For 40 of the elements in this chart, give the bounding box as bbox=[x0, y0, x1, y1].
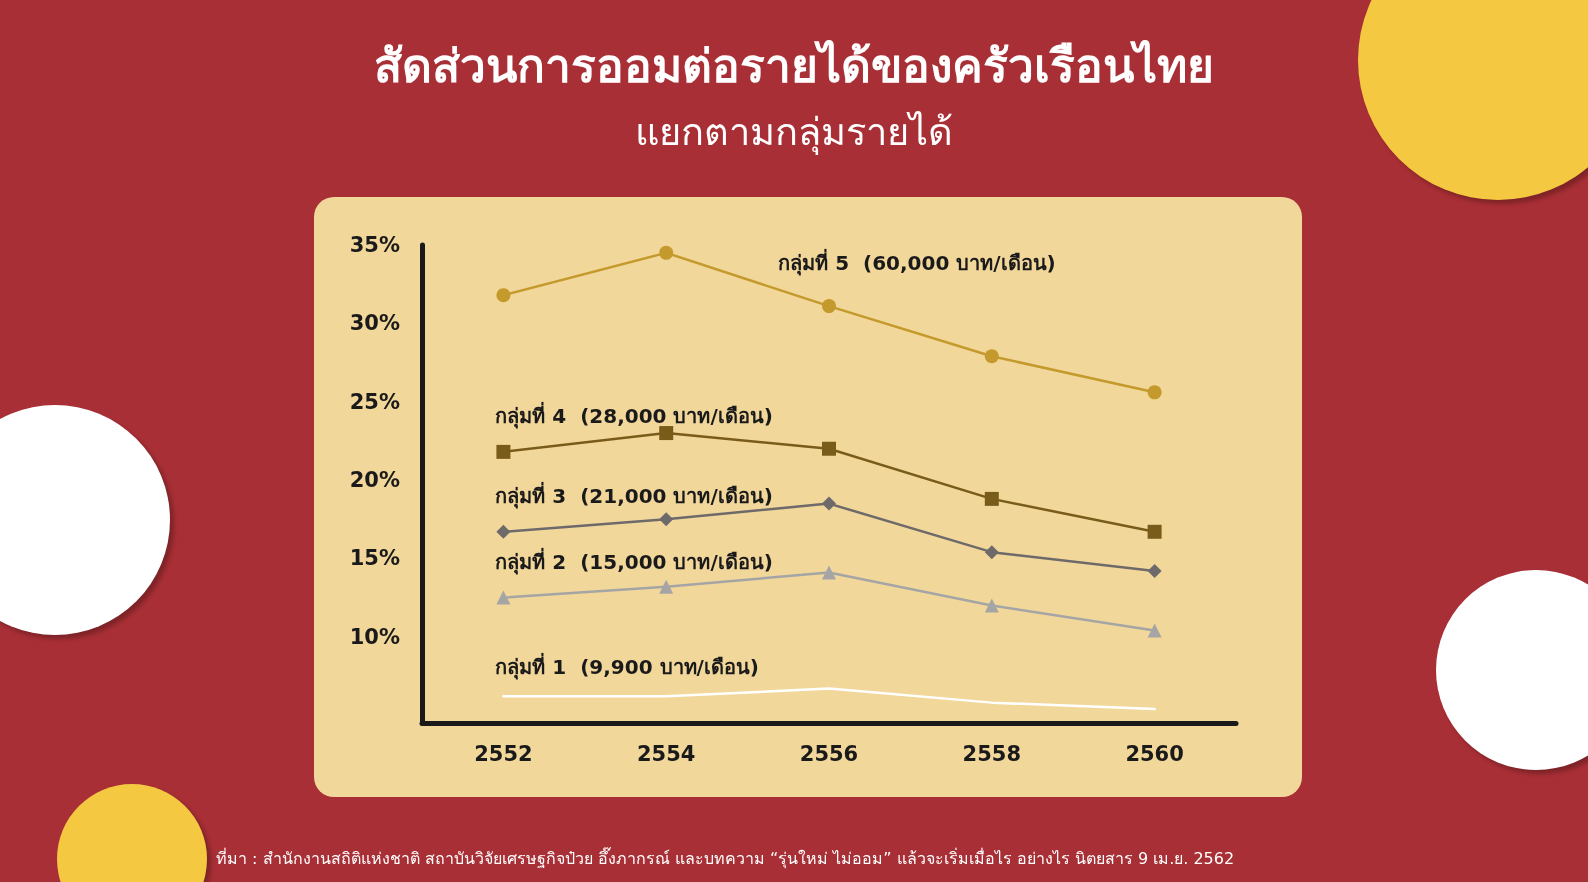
chart-title: สัดส่วนการออมต่อรายได้ของครัวเรือนไทย bbox=[374, 39, 1214, 93]
point bbox=[496, 444, 511, 459]
point bbox=[822, 441, 836, 456]
text: ที่มา : สำนักงานสถิติแห่งชาติ สถาบันวิจัยเศรษฐกิจป๋วย อึ๊งภากรณ์ และบทความ “รุ่นใหม่ ไม่ออม” แล้วจะเริ่มเมื่อไร อย่างไร นิตยสาร 9 เม.ย. 2562 bbox=[216, 846, 1235, 871]
series-label: กลุ่มที่ 1 (9,900 บาท/เดือน) bbox=[495, 652, 760, 681]
point bbox=[984, 598, 999, 613]
point bbox=[984, 349, 999, 364]
point bbox=[659, 426, 674, 441]
point bbox=[822, 299, 836, 314]
point bbox=[659, 579, 674, 594]
series-label: กลุ่มที่ 2 (15,000 บาท/เดือน) bbox=[495, 546, 773, 575]
point bbox=[1147, 385, 1162, 400]
y-tick-label: 10% bbox=[349, 624, 400, 649]
point bbox=[659, 245, 674, 260]
series-label: กลุ่มที่ 4 (28,000 บาท/เดือน) bbox=[495, 400, 773, 429]
x-tick-label: 2560 bbox=[1125, 741, 1184, 766]
line-series bbox=[502, 687, 1156, 711]
chart-subtitle: แยกตามกลุ่มรายได้ bbox=[635, 110, 953, 155]
point bbox=[1147, 563, 1162, 578]
point bbox=[496, 590, 511, 605]
series-label: กลุ่มที่ 5 (60,000 บาท/เดือน) bbox=[778, 247, 1056, 276]
point bbox=[984, 545, 999, 560]
point bbox=[1147, 623, 1162, 638]
point bbox=[822, 565, 836, 580]
x-tick-label: 2556 bbox=[799, 741, 859, 766]
y-tick-label: 25% bbox=[349, 389, 400, 414]
point bbox=[496, 288, 511, 303]
y-tick-label: 20% bbox=[349, 468, 400, 493]
point bbox=[496, 524, 511, 539]
x-tick-label: 2558 bbox=[962, 741, 1022, 766]
y-tick-label: 35% bbox=[349, 233, 400, 257]
y-tick-label: 15% bbox=[349, 546, 400, 571]
point bbox=[984, 491, 999, 506]
series-label: กลุ่มที่ 3 (21,000 บาท/เดือน) bbox=[495, 480, 773, 509]
point bbox=[1147, 524, 1162, 539]
point bbox=[822, 496, 836, 511]
point bbox=[659, 512, 674, 527]
y-tick-label: 30% bbox=[349, 311, 400, 336]
x-tick-label: 2554 bbox=[636, 741, 696, 766]
x-tick-label: 2552 bbox=[474, 741, 533, 766]
